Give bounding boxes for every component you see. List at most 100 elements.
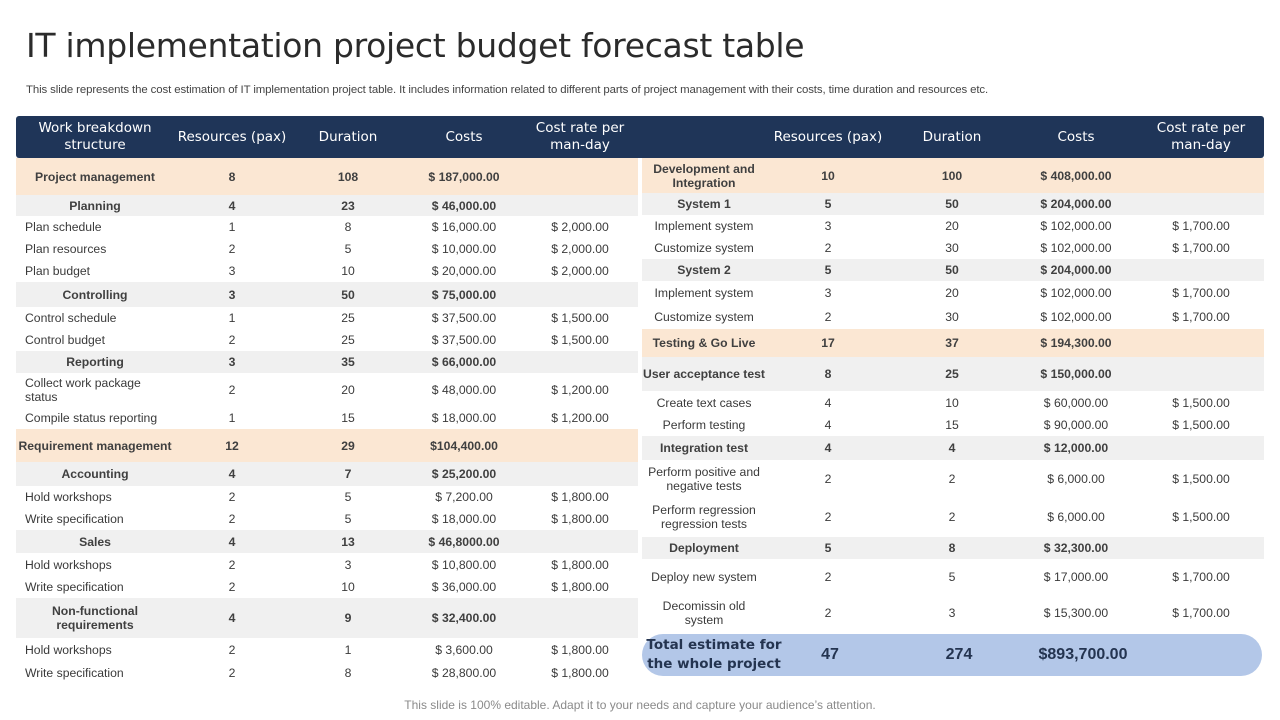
cell-resources: 17: [821, 336, 835, 350]
cell-task: Reporting: [66, 355, 124, 369]
cell-duration: 25: [341, 333, 355, 347]
cell-duration: 10: [341, 580, 355, 594]
cell-task: Non-functional requirements: [52, 604, 138, 632]
cell-duration: 25: [945, 367, 959, 381]
cell-rate: $ 1,500.00: [1172, 418, 1230, 432]
slide-title: IT implementation project budget forecas…: [26, 26, 805, 65]
right-table-row: Integration test 4 4 $ 12,000.00: [642, 436, 1264, 460]
cell-task: Hold workshops: [25, 490, 112, 504]
cell-task: Create text cases: [656, 395, 752, 410]
cell-cost: $ 17,000.00: [1043, 570, 1109, 584]
cell-resources: 5: [824, 541, 832, 555]
cell-rate: [522, 282, 638, 307]
right-table-row: Deploy new system 2 5 $ 17,000.00 $ 1,700.00: [642, 559, 1264, 595]
cell-rate: [1138, 259, 1264, 281]
cell-resources: 8: [228, 169, 236, 184]
left-table-row: Controlling 3 50 $ 75,000.00: [16, 282, 638, 307]
cell-rate: $ 1,800.00: [551, 643, 609, 657]
right-table-row: Create text cases 4 10 $ 60,000.00 $ 1,500.0…: [642, 391, 1264, 414]
cell-task: Planning: [69, 198, 121, 213]
total-estimate-bar: Total estimate for the whole project 47 …: [642, 634, 1262, 676]
cell-cost: $ 46,000.00: [431, 198, 497, 213]
cell-cost: $ 48,000.00: [431, 383, 497, 397]
cell-resources: 3: [824, 285, 832, 300]
cell-resources: 2: [228, 383, 236, 397]
total-duration: 274: [945, 646, 973, 663]
left-table-row: Control schedule 1 25 $ 37,500.00 $ 1,500.00: [16, 307, 638, 329]
cell-rate: [1138, 158, 1264, 193]
left-table-row: Planning 4 23 $ 46,000.00: [16, 195, 638, 216]
cell-cost: $ 18,000.00: [431, 411, 497, 425]
cell-task: Development and Integration: [653, 161, 755, 190]
cell-task: Control budget: [25, 333, 105, 347]
left-budget-table: Project management 8 108 $ 187,000.00 Planni…: [16, 158, 638, 684]
left-table-row: Reporting 3 35 $ 66,000.00: [16, 351, 638, 373]
right-table-row: System 1 5 50 $ 204,000.00: [642, 193, 1264, 215]
total-resources: 47: [821, 646, 839, 663]
cell-cost: $ 102,000.00: [1040, 309, 1112, 324]
cell-task: Perform positive and negative tests: [648, 464, 760, 493]
right-table-row: Implement system 3 20 $ 102,000.00 $ 1,700.0…: [642, 281, 1264, 304]
cell-task: Deploy new system: [651, 570, 757, 584]
cell-cost: $ 66,000.00: [431, 355, 497, 369]
cell-cost: $ 102,000.00: [1040, 219, 1112, 233]
cell-rate: [522, 351, 638, 373]
cell-resources: 5: [824, 263, 832, 277]
cell-resources: 4: [228, 534, 236, 549]
cell-rate: $ 1,200.00: [551, 411, 609, 425]
left-table-row: Requirement management 12 29 $104,400.00: [16, 429, 638, 462]
cell-rate: $ 1,700.00: [1172, 241, 1230, 255]
right-table-row: Decomissin old system 2 3 $ 15,300.00 $ 1,70…: [642, 595, 1264, 631]
cell-task: Perform testing: [662, 418, 746, 432]
cell-cost: $ 6,000.00: [1047, 471, 1105, 486]
header-costs-right: Costs: [1057, 128, 1095, 145]
cell-cost: $ 10,000.00: [431, 242, 497, 256]
header-duration-right: Duration: [922, 128, 982, 145]
cell-duration: 29: [341, 438, 355, 453]
cell-duration: 15: [341, 411, 355, 425]
left-table-row: Non-functional requirements 4 9 $ 32,400.00: [16, 598, 638, 638]
header-resources-right: Resources (pax): [773, 128, 883, 145]
cell-duration: 30: [945, 241, 959, 255]
cell-resources: 3: [228, 264, 236, 278]
cell-rate: $ 2,000.00: [551, 242, 609, 256]
cell-task: Write specification: [25, 580, 124, 594]
right-budget-table: Development and Integration 10 100 $ 408,00…: [642, 158, 1264, 631]
cell-duration: 23: [341, 198, 355, 213]
cell-resources: 3: [228, 355, 236, 369]
cell-resources: 3: [228, 287, 236, 302]
cell-duration: 20: [945, 285, 959, 300]
cell-task: Requirement management: [18, 438, 172, 453]
cell-cost: $ 37,500.00: [431, 333, 497, 347]
cell-resources: 2: [228, 580, 236, 594]
cell-cost: $ 102,000.00: [1040, 241, 1112, 255]
cell-resources: 5: [824, 197, 832, 211]
cell-task: Perform regression regression tests: [652, 503, 756, 531]
cell-resources: 2: [824, 471, 832, 486]
cell-resources: 12: [225, 438, 239, 453]
cell-duration: 8: [344, 220, 352, 234]
cell-resources: 4: [228, 198, 236, 213]
cell-resources: 4: [824, 441, 832, 455]
right-table-row: System 2 5 50 $ 204,000.00: [642, 259, 1264, 281]
cell-resources: 10: [821, 168, 835, 183]
total-label: Total estimate for the whole project: [646, 637, 782, 672]
cell-task: Accounting: [61, 467, 129, 481]
cell-duration: 5: [344, 242, 352, 256]
cell-rate: $ 1,500.00: [551, 333, 609, 347]
cell-resources: 2: [824, 570, 832, 584]
cell-duration: 25: [341, 311, 355, 325]
cell-task: Plan schedule: [25, 220, 102, 234]
left-table-row: Compile status reporting 1 15 $ 18,000.00 $ …: [16, 407, 638, 429]
header-duration-left: Duration: [318, 128, 378, 145]
cell-cost: $ 28,800.00: [431, 666, 497, 680]
right-table-row: Deployment 5 8 $ 32,300.00: [642, 537, 1264, 559]
cell-task: Implement system: [654, 285, 754, 300]
cell-rate: [1138, 537, 1264, 559]
cell-task: Write specification: [25, 512, 124, 526]
cell-rate: [1138, 357, 1264, 391]
cell-resources: 4: [824, 395, 832, 410]
cell-rate: $ 1,500.00: [551, 311, 609, 325]
left-table-row: Sales 4 13 $ 46,8000.00: [16, 530, 638, 553]
cell-duration: 10: [341, 264, 355, 278]
